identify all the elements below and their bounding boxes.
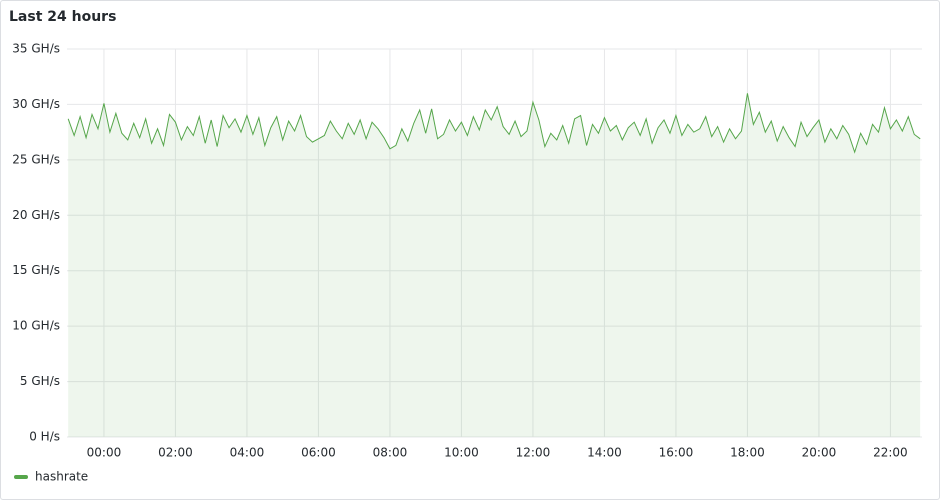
line: [67, 93, 921, 154]
legend: hashrate: [14, 470, 88, 484]
legend-label: hashrate: [35, 470, 88, 484]
y-tick-label: 0 H/s: [29, 430, 60, 444]
area: [68, 93, 921, 437]
y-tick-label: 20 GH/s: [12, 208, 60, 222]
x-tick-label: 08:00: [373, 446, 408, 460]
x-tick-label: 04:00: [230, 446, 265, 460]
x-tick-label: 22:00: [873, 446, 908, 460]
y-tick-label: 30 GH/s: [12, 97, 60, 111]
x-tick-label: 12:00: [516, 446, 551, 460]
x-tick-label: 20:00: [802, 446, 837, 460]
x-tick-label: 14:00: [587, 446, 622, 460]
y-tick-label: 25 GH/s: [12, 152, 60, 166]
x-tick-label: 16:00: [659, 446, 694, 460]
x-tick-label: 18:00: [730, 446, 765, 460]
plot: [67, 93, 921, 437]
axes: 0 H/s 5 GH/s 10 GH/s 15 GH/s 20 GH/s 25 GH/s 3…: [12, 42, 907, 460]
x-tick-label: 06:00: [301, 446, 336, 460]
legend-swatch: [14, 475, 28, 479]
x-tick-label: 00:00: [87, 446, 122, 460]
chart-title: Last 24 hours: [9, 9, 116, 25]
y-tick-label: 5 GH/s: [20, 374, 60, 388]
y-tick-label: 15 GH/s: [12, 263, 60, 277]
x-tick-label: 02:00: [158, 446, 193, 460]
grid: [67, 48, 922, 438]
y-tick-label: 35 GH/s: [12, 42, 60, 56]
x-tick-label: 10:00: [444, 446, 479, 460]
y-tick-label: 10 GH/s: [12, 319, 60, 333]
